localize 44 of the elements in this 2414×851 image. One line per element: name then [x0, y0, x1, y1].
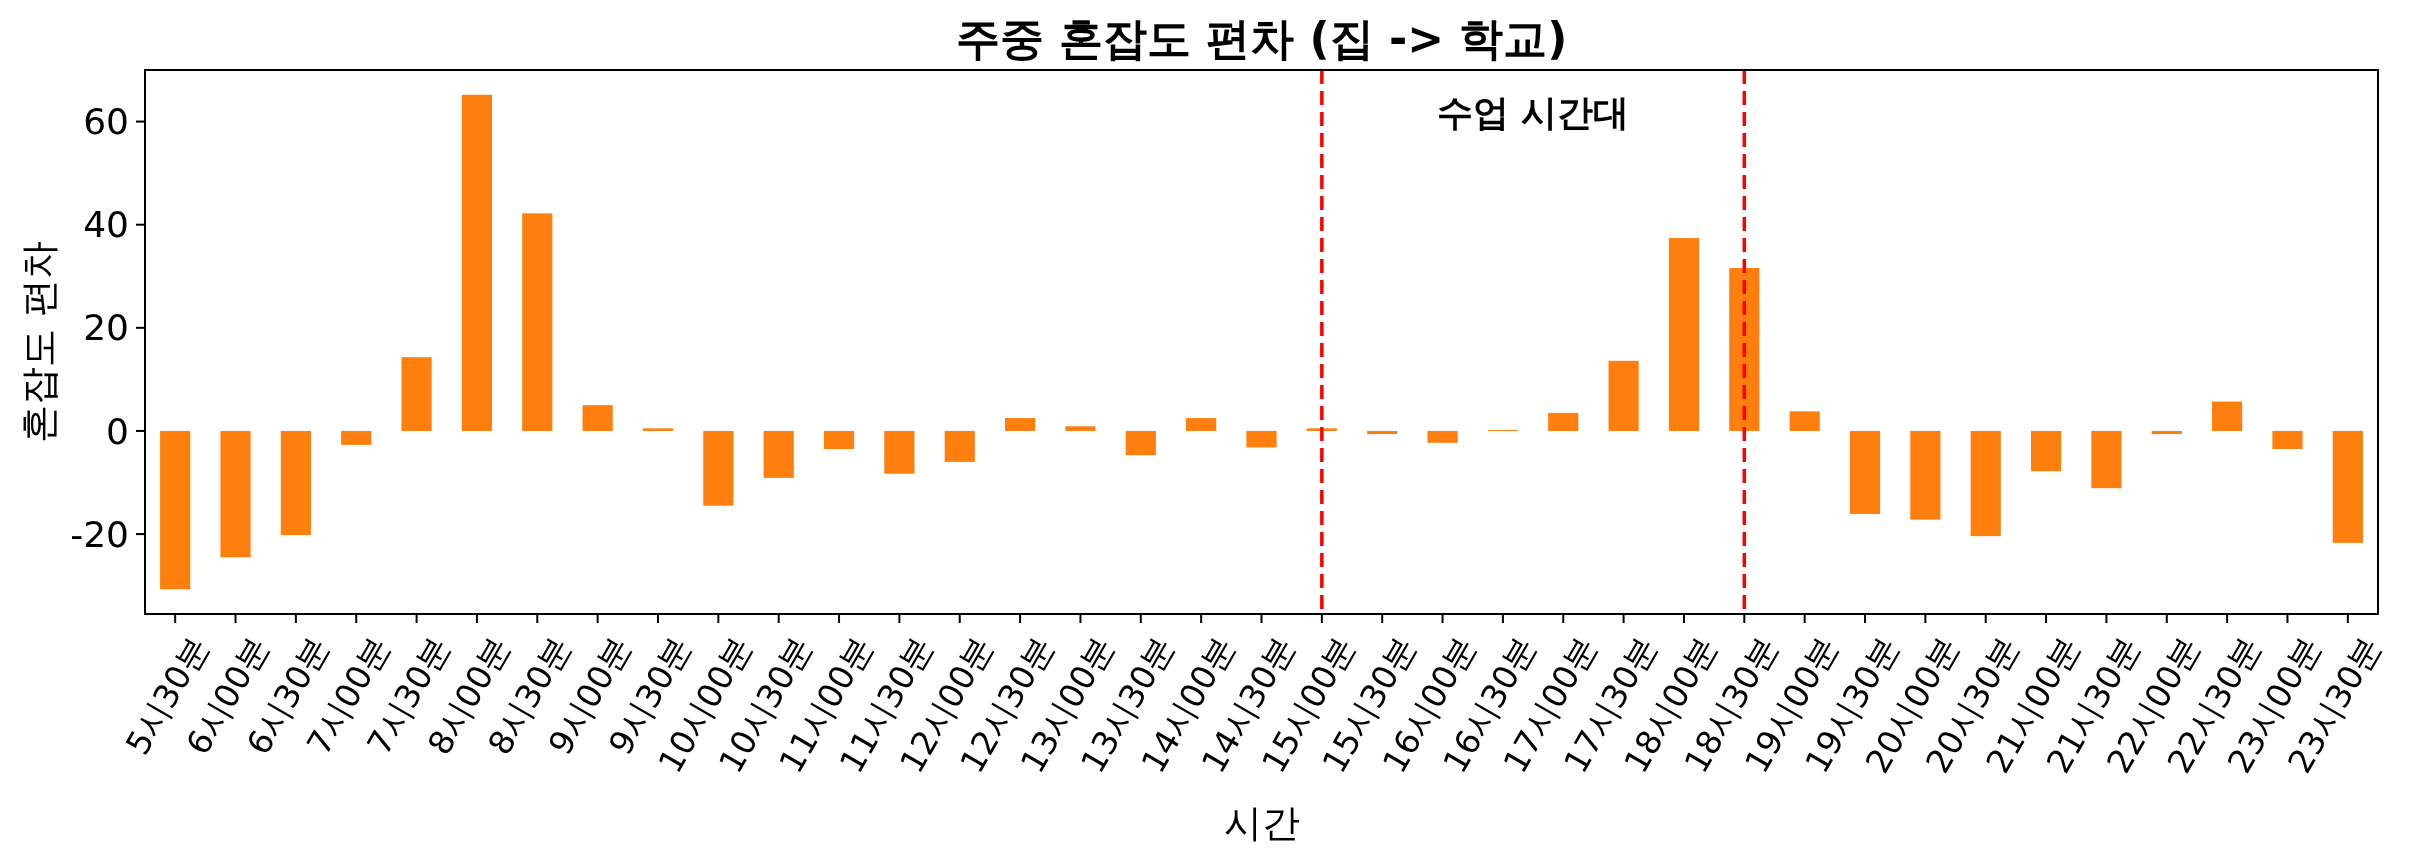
y-tick-label: -20 — [70, 513, 129, 555]
bar — [280, 430, 311, 536]
bar — [2272, 430, 2303, 449]
bar — [1125, 430, 1156, 456]
bar — [642, 428, 674, 431]
bar — [1970, 430, 2001, 537]
y-tick-label: 20 — [83, 307, 129, 349]
bar — [1789, 411, 1820, 431]
y-axis-title: 혼잡도 편차 — [17, 240, 61, 444]
annotation: 수업 시간대 — [1436, 92, 1630, 133]
bar — [1186, 418, 1217, 431]
bar — [2091, 430, 2122, 489]
bar — [1246, 430, 1277, 448]
bar — [1005, 418, 1036, 431]
bar — [341, 430, 372, 445]
bar — [401, 357, 432, 431]
bar — [884, 430, 915, 474]
bar — [220, 430, 251, 558]
chart-title: 주중 혼잡도 편차 (집 -> 학교) — [955, 13, 1568, 64]
bar — [823, 430, 855, 449]
y-tick-label: 40 — [83, 204, 129, 246]
bar — [2151, 430, 2182, 435]
bar — [582, 405, 613, 431]
y-tick-label: 0 — [106, 410, 129, 452]
bar — [1668, 238, 1700, 431]
bar — [1548, 412, 1579, 431]
bar — [1608, 360, 1639, 431]
y-tick-label: 60 — [83, 101, 129, 143]
bar — [1910, 430, 1941, 520]
bar — [2212, 401, 2243, 431]
bar — [1849, 430, 1881, 514]
bar — [1367, 430, 1398, 435]
bar — [1065, 426, 1096, 431]
bar — [461, 94, 493, 431]
bar — [2030, 430, 2062, 472]
bar — [1427, 430, 1458, 443]
bar — [703, 430, 734, 506]
x-axis-title: 시간 — [1223, 801, 1300, 845]
bar — [763, 430, 794, 478]
bar — [2332, 430, 2363, 543]
bar — [944, 430, 975, 462]
bar — [1729, 268, 1760, 431]
bar — [160, 430, 191, 590]
bar — [522, 213, 553, 431]
